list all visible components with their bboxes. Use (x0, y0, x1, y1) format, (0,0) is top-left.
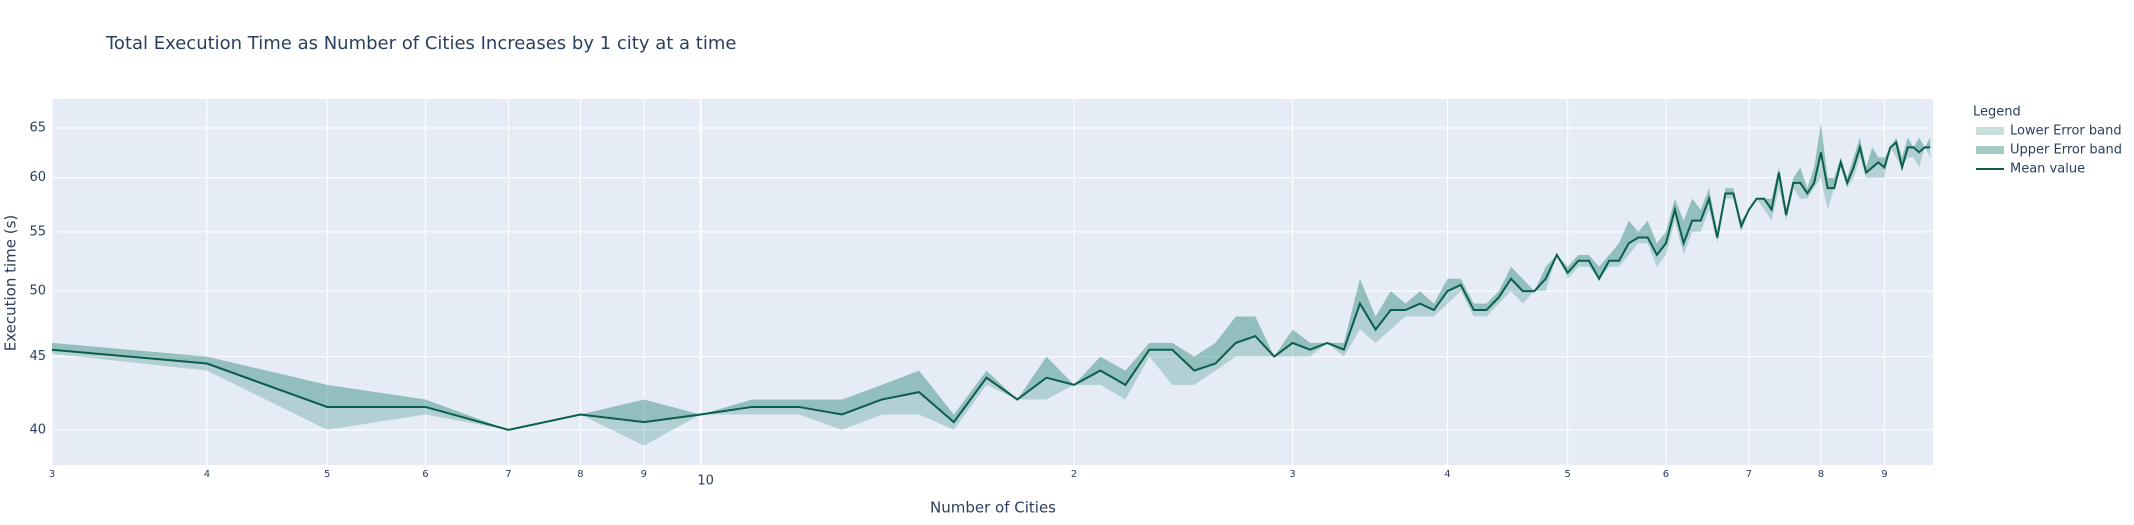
x-tick-label: 4 (204, 469, 210, 480)
plot-background (52, 99, 1933, 465)
x-tick-label: 2 (1071, 469, 1077, 480)
legend-label: Lower Error band (2010, 124, 2122, 139)
y-tick-label: 55 (29, 224, 46, 239)
x-tick-label: 4 (1444, 469, 1450, 480)
x-tick-label: 7 (1746, 469, 1752, 480)
x-tick-label: 5 (1565, 469, 1571, 480)
legend-title: Legend (1973, 105, 2021, 120)
y-tick-label: 65 (29, 120, 46, 135)
x-tick-label: 6 (422, 469, 428, 480)
x-tick-label: 9 (641, 469, 647, 480)
legend-label: Upper Error band (2010, 143, 2122, 158)
mean-line (51, 140, 1931, 431)
y-tick-label: 40 (29, 422, 46, 437)
x-tick-label: 5 (324, 469, 330, 480)
error-band (52, 142, 1931, 446)
x-tick-label: 6 (1663, 469, 1669, 480)
x-tick-label: 10 (697, 474, 714, 489)
y-tick-label: 60 (29, 170, 46, 185)
chart-title: Total Execution Time as Number of Cities… (105, 33, 736, 54)
x-tick-label: 3 (1289, 469, 1295, 480)
x-tick-label: 8 (1818, 469, 1824, 480)
y-axis-title: Execution time (s) (2, 215, 20, 352)
y-tick-label: 45 (29, 349, 46, 364)
legend-label: Mean value (2010, 162, 2085, 177)
x-tick-label: 9 (1881, 469, 1887, 480)
y-tick-label: 50 (29, 284, 46, 299)
x-tick-label: 8 (577, 469, 583, 480)
x-axis-title: Number of Cities (930, 499, 1056, 517)
x-tick-label: 7 (505, 469, 511, 480)
x-tick-label: 3 (49, 469, 55, 480)
